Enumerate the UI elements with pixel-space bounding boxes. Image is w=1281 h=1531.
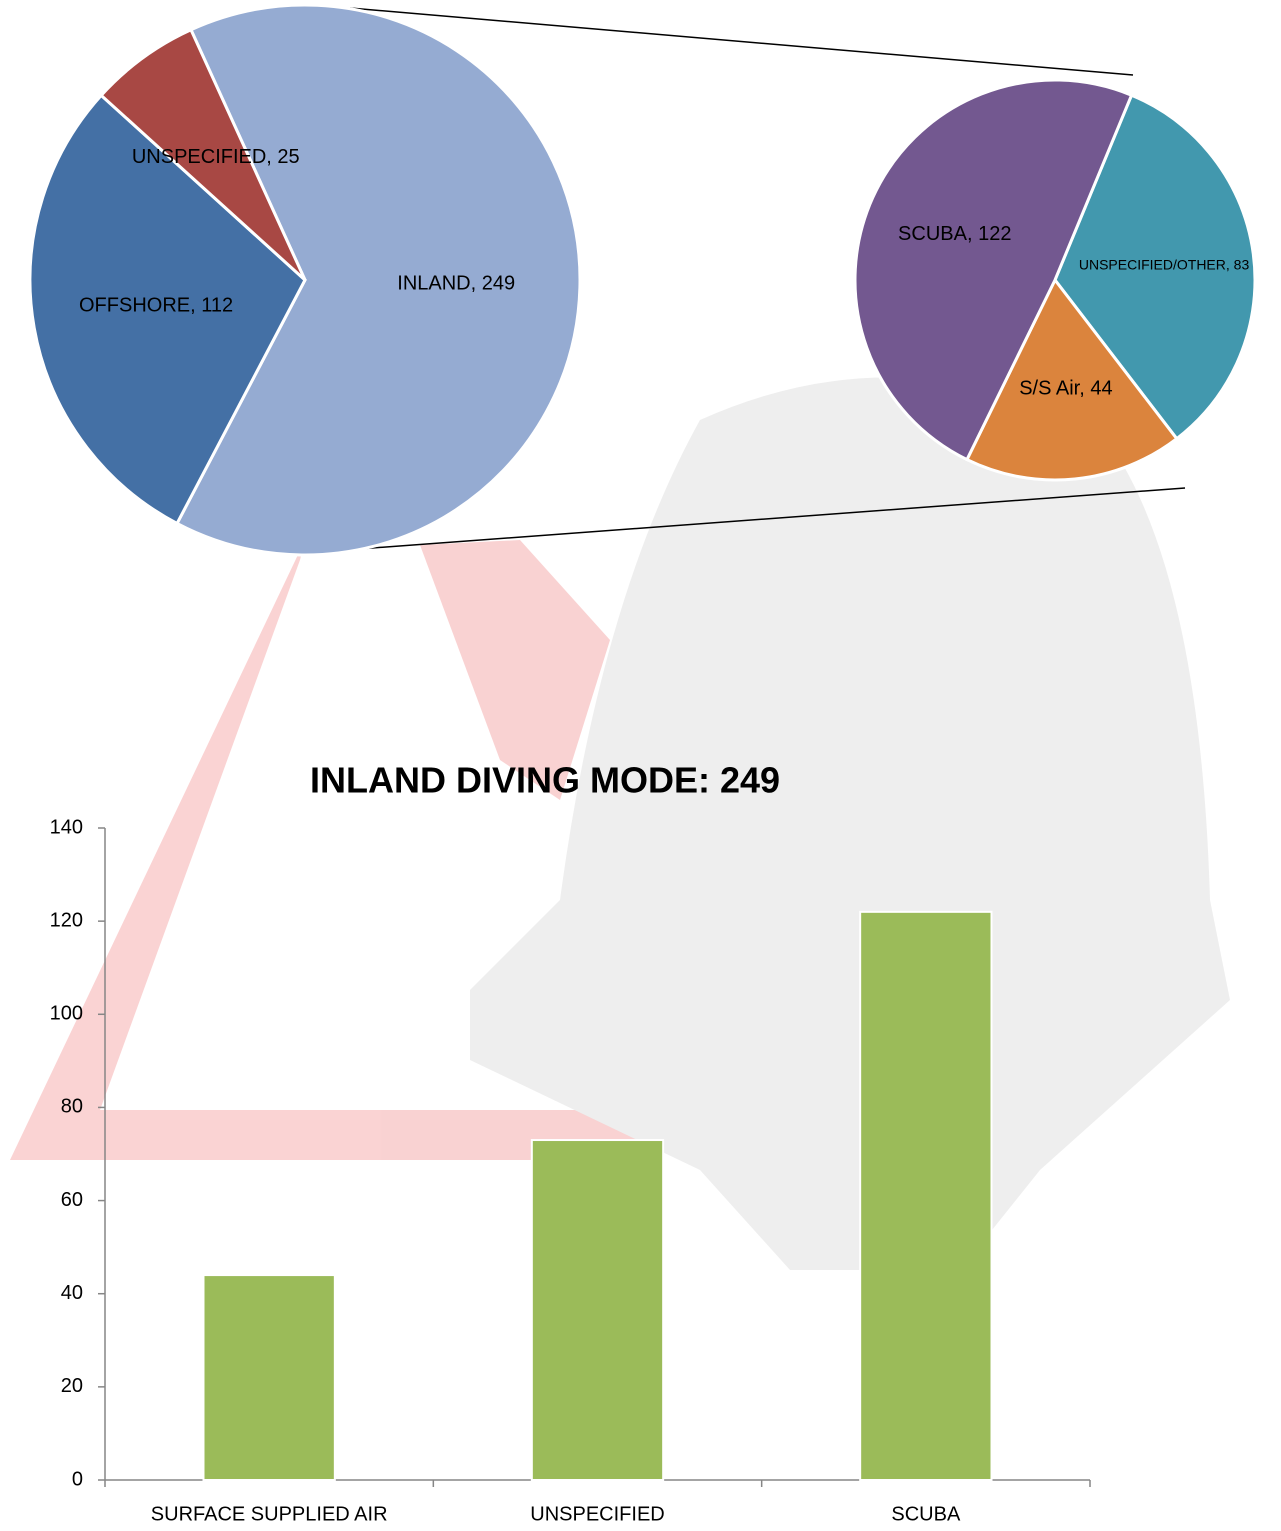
chart-title: INLAND DIVING MODE: 249 <box>310 760 780 801</box>
connector-line <box>344 487 1186 551</box>
x-tick-label: SURFACE SUPPLIED AIR <box>151 1503 388 1525</box>
y-tick-label: 140 <box>50 816 83 838</box>
y-tick-label: 120 <box>50 909 83 931</box>
data-label: S/S Air, 44 <box>1019 378 1112 400</box>
pie-connectors <box>344 7 1186 551</box>
decor-triangle <box>10 540 640 1160</box>
y-tick-label: 40 <box>61 1282 83 1304</box>
data-label: OFFSHORE, 112 <box>79 295 233 317</box>
x-tick-label: SCUBA <box>891 1503 961 1525</box>
data-label: INLAND, 249 <box>397 273 515 295</box>
y-tick-label: 100 <box>50 1003 83 1025</box>
pie-slice <box>964 277 1179 482</box>
x-tick-label: UNSPECIFIED <box>530 1503 664 1525</box>
y-tick-label: 80 <box>61 1096 83 1118</box>
data-label: SCUBA, 122 <box>898 223 1011 245</box>
y-tick-label: 60 <box>61 1189 83 1211</box>
connector-line <box>349 7 1134 76</box>
bar <box>530 1139 665 1481</box>
pie-slice <box>1053 93 1257 441</box>
bar <box>202 1274 336 1481</box>
bar <box>859 910 993 1481</box>
pie-slice <box>175 3 582 557</box>
decor-band <box>420 540 610 800</box>
data-label: UNSPECIFIED/OTHER, 83 <box>1079 256 1250 272</box>
y-tick-label: 20 <box>61 1375 83 1397</box>
pie-slice <box>28 93 307 526</box>
decor-helmet <box>470 377 1230 1270</box>
background-decoration <box>10 377 1230 1270</box>
pie-slice <box>99 27 307 282</box>
y-tick-label: 0 <box>72 1468 83 1490</box>
pie-slice <box>853 78 1134 462</box>
data-label: UNSPECIFIED, 25 <box>132 146 300 168</box>
